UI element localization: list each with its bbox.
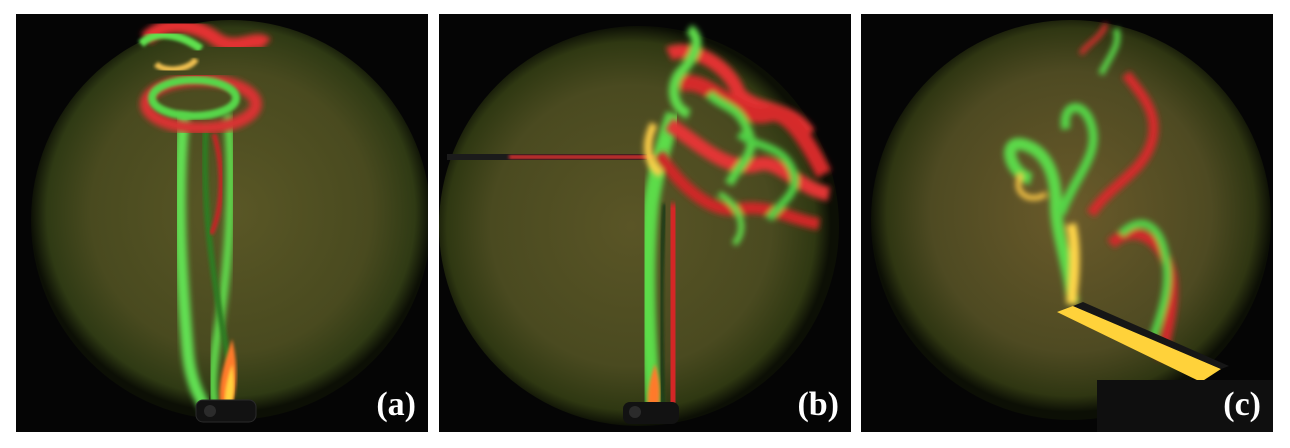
plume-red	[663, 203, 683, 415]
plume-shadow	[202, 123, 234, 375]
plume-green	[173, 113, 212, 412]
flame-core	[224, 364, 235, 409]
plate-highlight	[1057, 306, 1221, 382]
probe-rod-red	[509, 155, 659, 159]
panel-a-image	[31, 18, 428, 423]
base-block	[1097, 380, 1273, 432]
vortex-green	[138, 30, 204, 53]
flame	[647, 364, 660, 414]
panel-b: (b)	[439, 14, 851, 432]
burner-knob	[629, 406, 641, 418]
plume-red	[208, 133, 224, 236]
panel-b-image	[439, 24, 839, 426]
inclined-plate	[1073, 302, 1229, 369]
panel-a: (a)	[16, 14, 428, 432]
panel-c: (c)	[861, 14, 1273, 432]
panel-c-image	[871, 20, 1273, 432]
plume-shadow	[658, 203, 668, 415]
panel-label: (c)	[1223, 386, 1261, 423]
vortex-red	[141, 18, 271, 52]
panel-label: (a)	[376, 386, 416, 423]
vortex-green	[148, 76, 240, 120]
burner-knob	[204, 405, 216, 417]
curling-plume	[1004, 23, 1178, 361]
vortex-yellow	[153, 57, 199, 73]
turbulent-plume	[644, 24, 832, 247]
plume-green	[639, 111, 682, 415]
schlieren-disc	[439, 26, 839, 426]
panel-label: (b)	[797, 386, 839, 423]
